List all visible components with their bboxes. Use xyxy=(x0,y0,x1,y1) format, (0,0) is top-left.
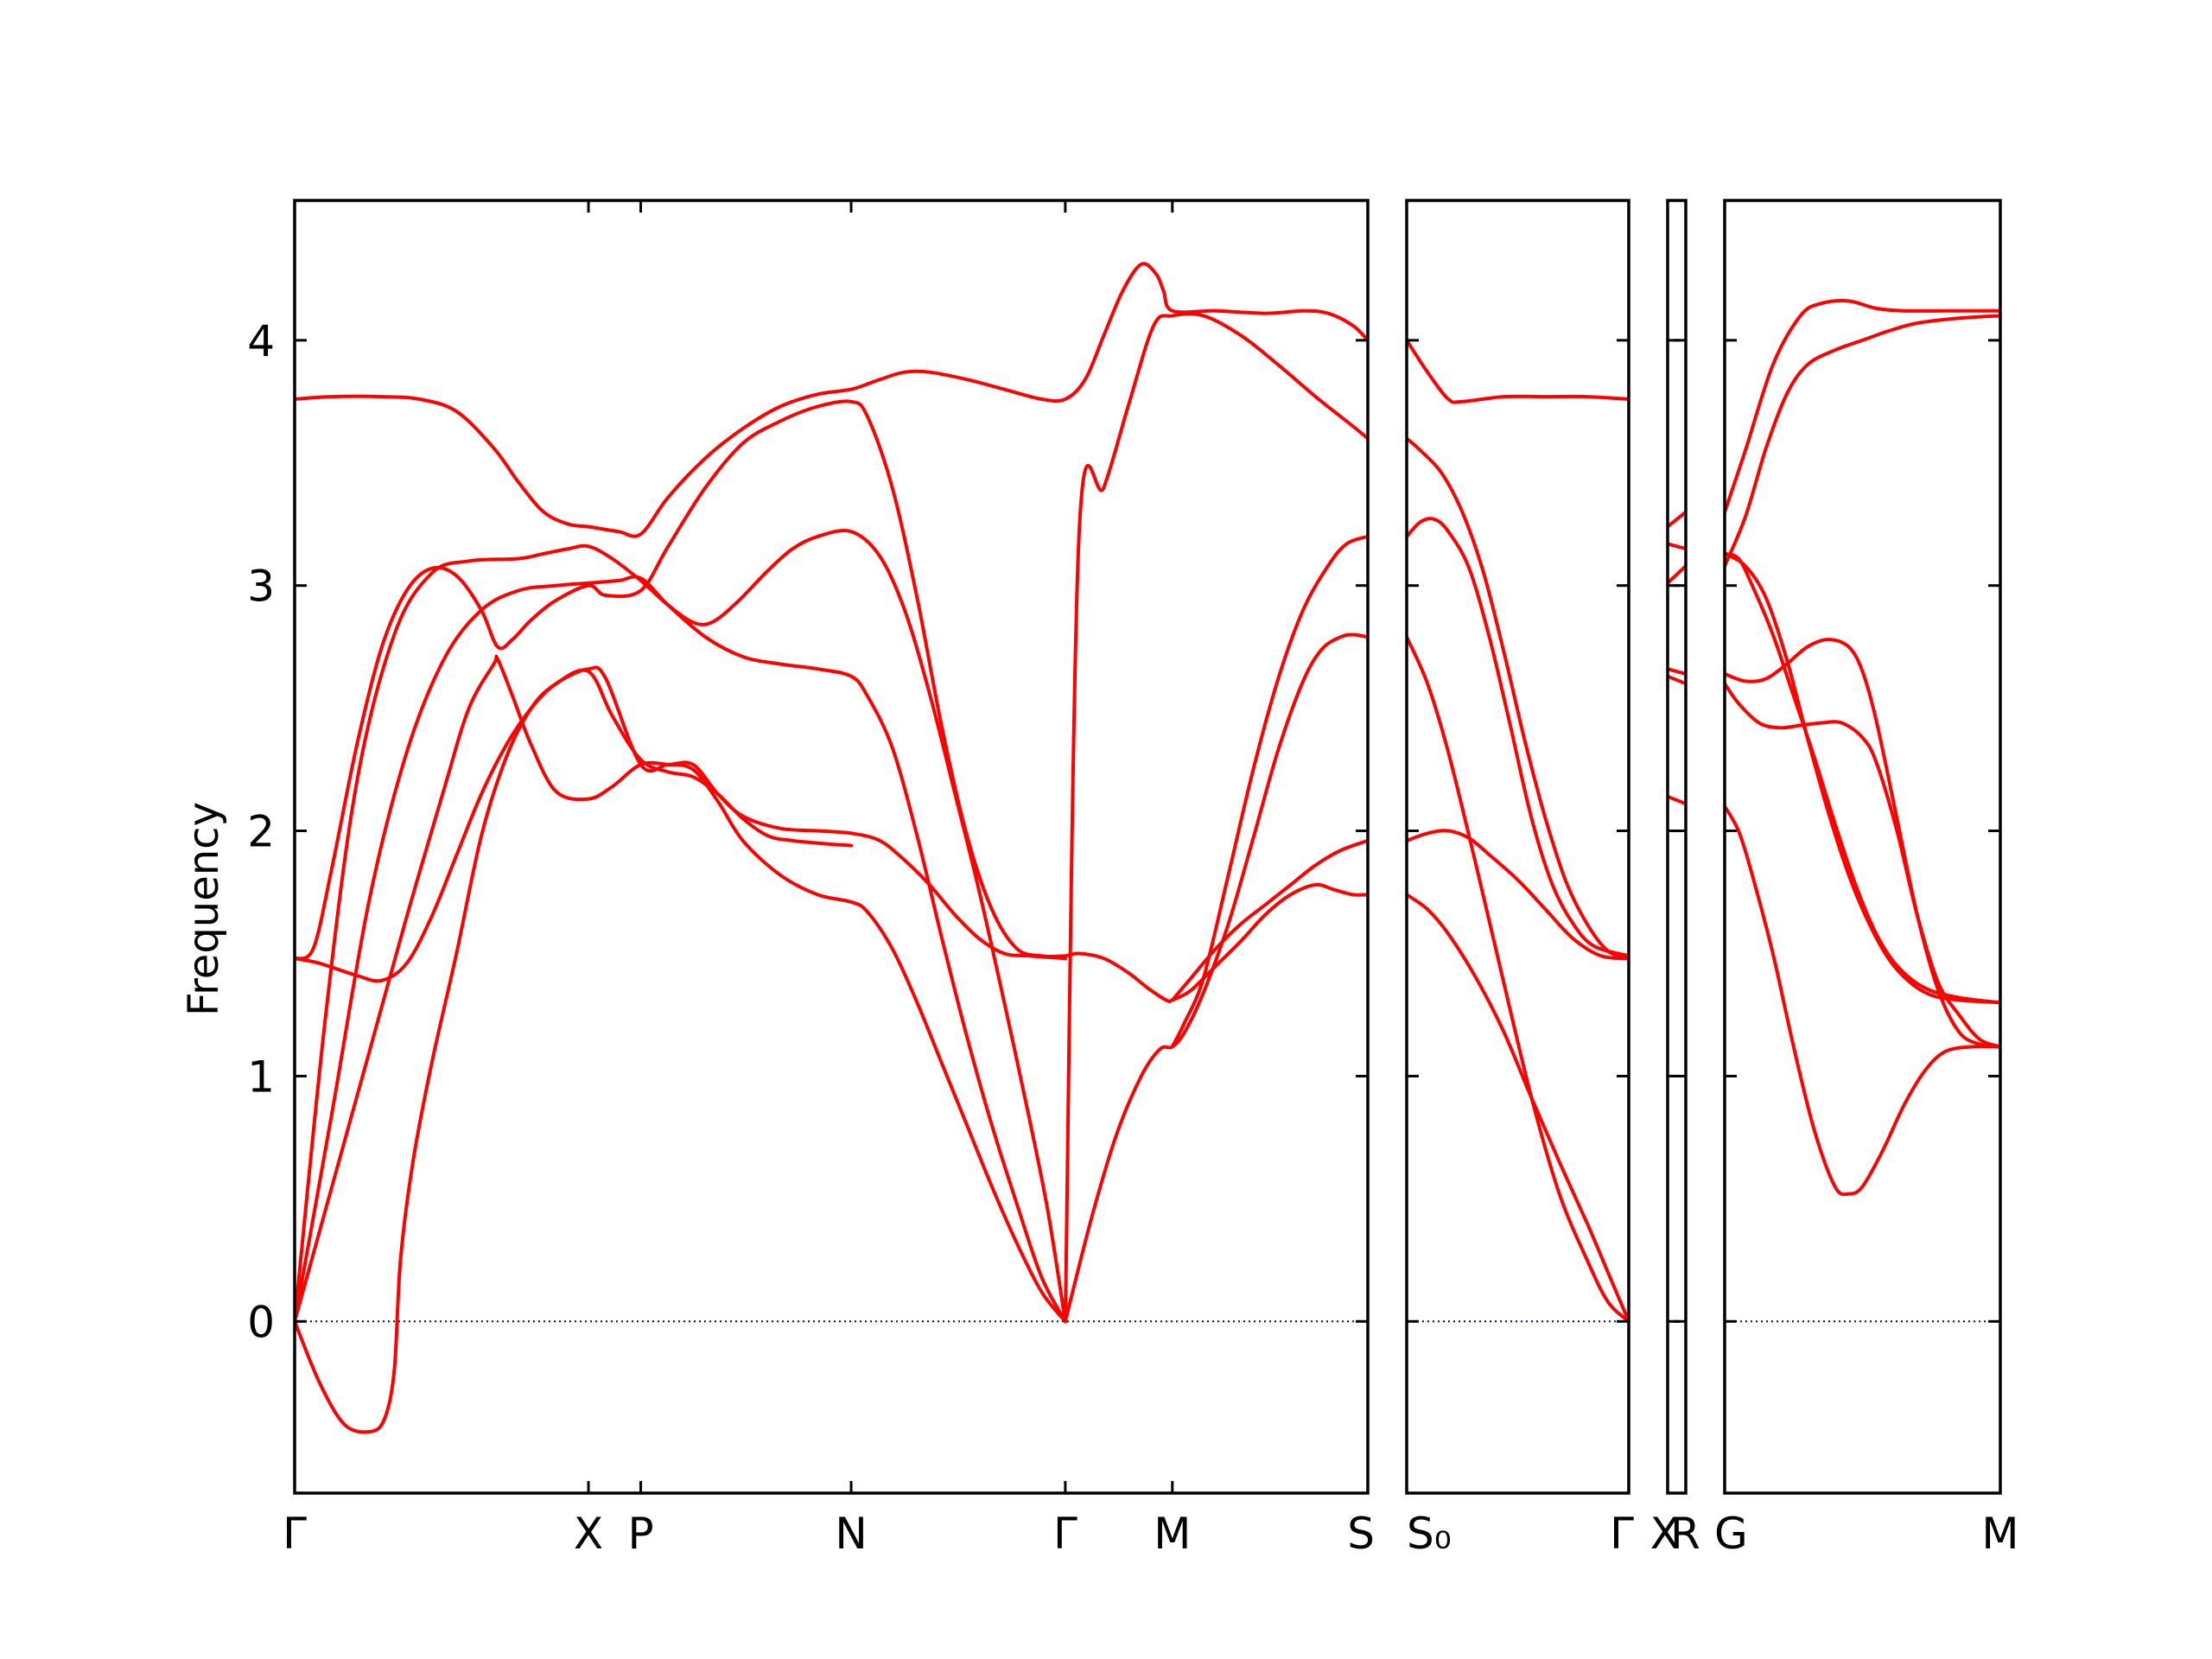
panel-3-frame xyxy=(1666,199,1688,1495)
panel-4-bands xyxy=(1725,299,2000,1323)
x-tick-label: Γ xyxy=(1610,1509,1634,1559)
y-axis-label: Frequency xyxy=(180,802,228,1016)
band-panel2-4 xyxy=(1407,635,1629,1324)
x-tick-label: P xyxy=(627,1509,653,1559)
x-tick-label: M xyxy=(1154,1509,1191,1559)
band-panel4-7 xyxy=(1725,804,2000,1197)
x-labels-layer: Γ X P N Γ M S S₀ Γ XR G M xyxy=(283,1509,2019,1559)
band-panel3-1 xyxy=(1668,510,1686,529)
band-panel2-6 xyxy=(1407,893,1629,1324)
x-tick-label: Γ xyxy=(283,1509,307,1559)
panel-1-bands xyxy=(295,262,1368,1434)
band-panel1-5 xyxy=(295,665,1067,983)
x-tick-label: Γ xyxy=(1053,1509,1077,1559)
x-tick-label: M xyxy=(1981,1509,2018,1559)
band-panel3-4 xyxy=(1668,667,1686,676)
x-tick-label: X xyxy=(1650,1509,1680,1559)
band-panel4-1 xyxy=(1725,299,2000,514)
band-panel2-5 xyxy=(1407,829,1629,961)
band-panel4-4 xyxy=(1725,551,2000,1005)
x-tick-label: R xyxy=(1670,1509,1700,1559)
y-tick-label: 4 xyxy=(247,316,275,366)
band-panel2-1 xyxy=(1407,338,1629,404)
band-panel1-4 xyxy=(295,399,1368,1003)
band-panel2-2 xyxy=(1407,436,1629,961)
panel-3-bands xyxy=(1668,510,1686,1323)
panel-1-frame xyxy=(293,199,1370,1495)
y-ticks-layer: 0 1 2 3 4 xyxy=(247,316,275,1347)
band-panel3-6 xyxy=(1668,794,1686,806)
y-tick-label: 0 xyxy=(247,1297,275,1347)
x-tick-label: N xyxy=(835,1509,867,1559)
band-panel1-1 xyxy=(295,262,1368,538)
band-panel1-8 xyxy=(1063,312,1368,1324)
x-tick-label: S₀ xyxy=(1407,1509,1452,1559)
band-panel4-2 xyxy=(1725,314,2000,568)
bands-layer xyxy=(295,262,2000,1434)
panel-2-bands xyxy=(1407,338,1629,1324)
band-panel3-3 xyxy=(1668,564,1686,585)
band-panel4-3 xyxy=(1725,551,2000,1005)
x-tick-label: X xyxy=(574,1509,603,1559)
x-tick-label: S xyxy=(1347,1509,1375,1559)
x-tick-label: G xyxy=(1714,1509,1748,1559)
band-panel1-9 xyxy=(1063,632,1368,1324)
frames-layer xyxy=(293,199,2002,1495)
y-tick-label: 1 xyxy=(247,1052,275,1102)
y-tick-label: 2 xyxy=(247,807,275,857)
panel-2-frame xyxy=(1405,199,1630,1495)
band-panel1-6 xyxy=(295,654,1067,1324)
band-panel1-10 xyxy=(1170,534,1368,1049)
band-panel1-11 xyxy=(1170,838,1368,1002)
band-panel3-2 xyxy=(1668,542,1686,551)
band-panel3-5 xyxy=(1668,674,1686,686)
y-tick-label: 3 xyxy=(247,562,275,612)
band-panel1-3 xyxy=(295,575,1067,1324)
band-panel4-5 xyxy=(1725,638,2000,1049)
band-panel2-3 xyxy=(1407,517,1629,958)
band-panel1-2 xyxy=(295,529,1067,1324)
panel-4-frame xyxy=(1723,199,2002,1495)
band-panel4-6 xyxy=(1725,682,2000,1049)
band-panel1-7 xyxy=(295,668,854,1434)
